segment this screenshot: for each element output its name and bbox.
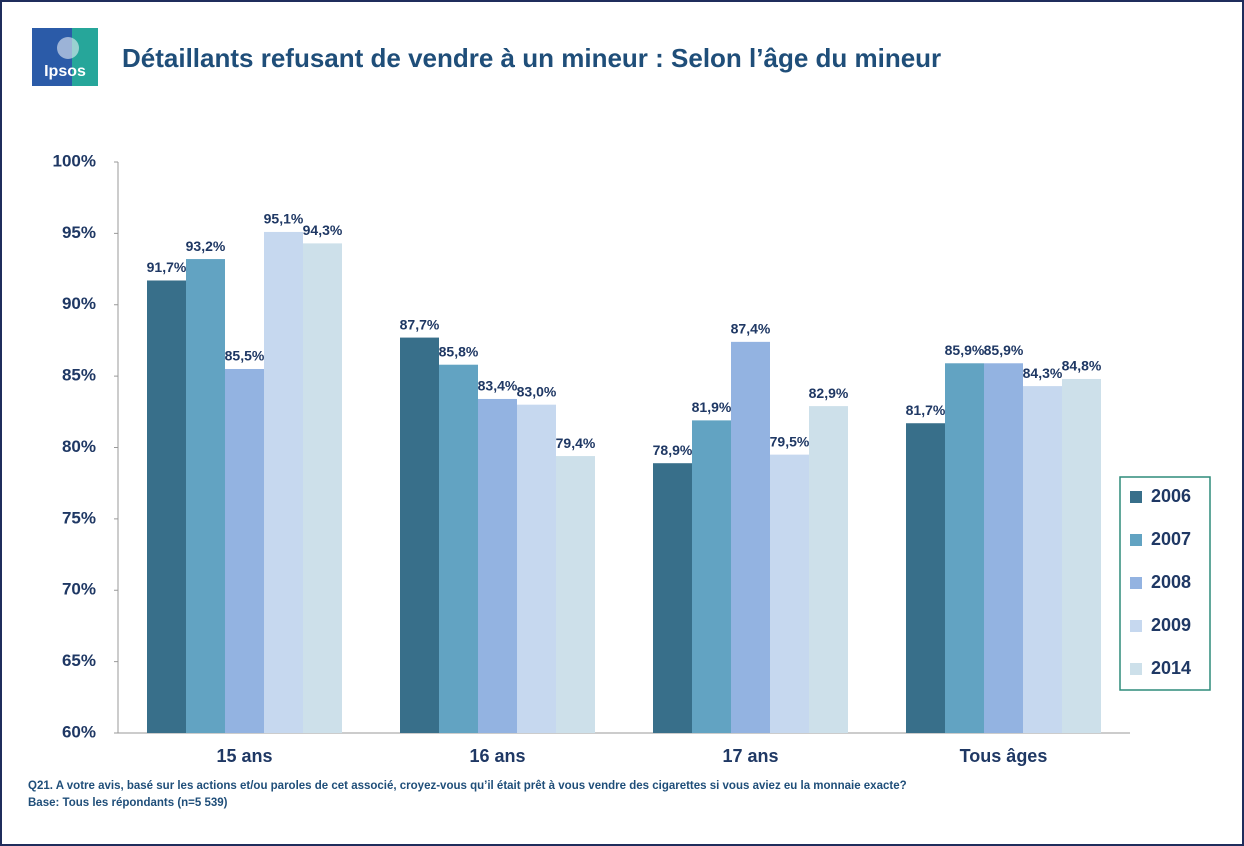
legend-swatch [1130, 534, 1142, 546]
y-tick-label: 65% [62, 651, 96, 670]
data-label: 81,9% [692, 399, 732, 415]
data-label: 83,4% [478, 378, 518, 394]
bar [692, 420, 731, 733]
data-label: 93,2% [186, 238, 226, 254]
bar [225, 368, 264, 733]
bar [264, 231, 303, 733]
y-tick-label: 70% [62, 580, 96, 599]
bar [1023, 386, 1062, 733]
data-label: 78,9% [653, 442, 693, 458]
y-tick-label: 95% [62, 223, 96, 242]
bar [478, 398, 517, 733]
bar [906, 423, 945, 733]
bar [770, 454, 809, 733]
legend-swatch [1130, 620, 1142, 632]
y-tick-label: 85% [62, 366, 96, 385]
data-label: 82,9% [809, 385, 849, 401]
x-tick-label: 15 ans [216, 746, 272, 766]
x-tick-label: 17 ans [722, 746, 778, 766]
data-label: 81,7% [906, 402, 946, 418]
legend-swatch [1130, 663, 1142, 675]
data-label: 85,8% [439, 343, 479, 359]
data-label: 79,5% [770, 433, 810, 449]
bar [984, 363, 1023, 733]
bar [945, 363, 984, 733]
y-tick-label: 100% [53, 151, 96, 170]
y-tick-label: 80% [62, 437, 96, 456]
legend-swatch [1130, 577, 1142, 589]
legend-label: 2009 [1151, 615, 1191, 635]
legend-box [1119, 476, 1211, 691]
bar [400, 337, 439, 733]
legend-label: 2007 [1151, 529, 1191, 549]
y-tick-label: 60% [62, 722, 96, 741]
y-tick-label: 75% [62, 508, 96, 527]
logo-text: Ipsos [44, 63, 86, 80]
bar [303, 243, 342, 733]
data-label: 95,1% [264, 211, 304, 227]
data-label: 87,7% [400, 316, 440, 332]
x-tick-label: 16 ans [469, 746, 525, 766]
bar [517, 404, 556, 733]
data-label: 87,4% [731, 321, 771, 337]
data-label: 85,9% [984, 342, 1024, 358]
legend-swatch [1130, 491, 1142, 503]
bar [731, 341, 770, 733]
legend-label: 2014 [1151, 658, 1191, 678]
data-label: 85,5% [225, 348, 265, 364]
bar [439, 364, 478, 733]
data-label: 91,7% [147, 259, 187, 275]
data-label: 84,3% [1023, 365, 1063, 381]
bar [1062, 378, 1101, 733]
bar [186, 259, 225, 733]
footnote: Base: Tous les répondants (n=5 539) [28, 797, 228, 809]
data-label: 85,9% [945, 342, 985, 358]
x-tick-label: Tous âges [960, 746, 1048, 766]
bar [653, 463, 692, 733]
bar [809, 406, 848, 733]
bar [147, 280, 186, 733]
data-label: 83,0% [517, 383, 557, 399]
bar [556, 456, 595, 733]
y-tick-label: 90% [62, 294, 96, 313]
legend-label: 2006 [1151, 486, 1191, 506]
legend-label: 2008 [1151, 572, 1191, 592]
logo-head [57, 37, 79, 59]
data-label: 94,3% [303, 222, 343, 238]
chart-title: Détaillants refusant de vendre à un mine… [122, 43, 941, 73]
footnote: Q21. A votre avis, basé sur les actions … [28, 780, 907, 792]
data-label: 79,4% [556, 435, 596, 451]
data-label: 84,8% [1062, 358, 1102, 374]
